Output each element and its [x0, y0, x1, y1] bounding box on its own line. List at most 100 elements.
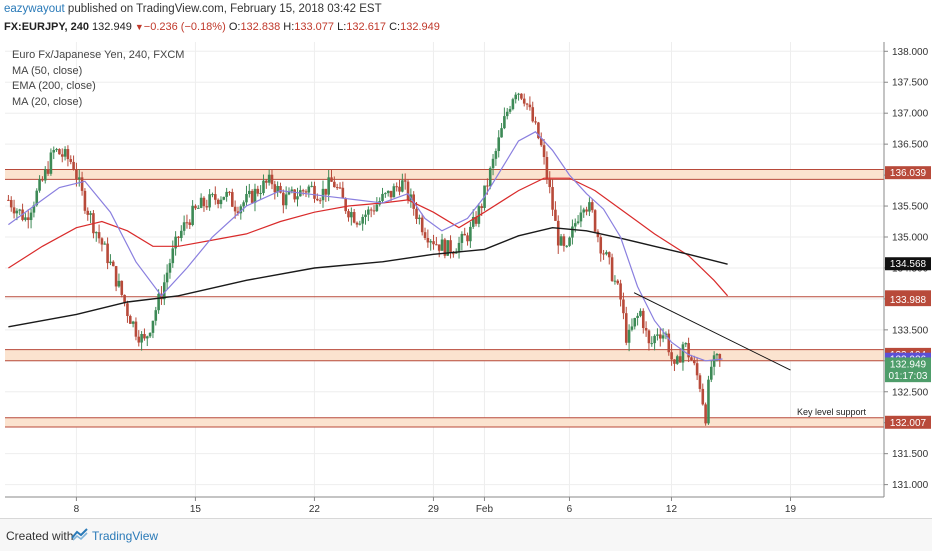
candle-body — [386, 190, 390, 194]
candle-body — [225, 191, 228, 197]
low-value: 132.617 — [346, 21, 387, 33]
candle-body — [707, 379, 710, 424]
candle-body — [494, 150, 498, 159]
candle-body — [420, 217, 424, 233]
candle-body — [7, 199, 10, 201]
candle-body — [554, 209, 557, 221]
candle-body — [610, 257, 614, 281]
candle-body — [265, 180, 268, 183]
candle-body — [123, 294, 126, 304]
candle-body — [579, 212, 583, 222]
candle-body — [573, 223, 577, 227]
candle-body — [24, 217, 27, 220]
candle-body — [168, 263, 172, 273]
candle-body — [148, 332, 152, 337]
legend-ma20[interactable]: MA (20, close) — [12, 95, 83, 108]
candle-body — [548, 178, 552, 188]
candle-body — [687, 343, 690, 358]
candle-body — [46, 169, 50, 174]
price-tick-label: 135.500 — [892, 202, 929, 213]
candle-body — [704, 404, 707, 424]
candle-body — [52, 149, 56, 153]
candle-body — [202, 197, 206, 207]
candle-body — [667, 333, 671, 353]
candle-body — [77, 177, 81, 180]
price-tick-label: 136.500 — [892, 140, 929, 151]
candle-body — [695, 363, 699, 376]
candle-body — [508, 109, 512, 112]
time-tick-label: 29 — [428, 504, 440, 515]
candle-body — [522, 98, 526, 104]
candle-body — [539, 138, 543, 146]
candle-body — [588, 202, 591, 212]
candle-body — [318, 200, 322, 202]
candle-body — [60, 154, 64, 157]
candle-body — [199, 197, 203, 208]
candle-body — [106, 243, 109, 264]
candle-body — [307, 186, 311, 193]
candle-body — [242, 202, 245, 207]
created-with-text: Created with — [6, 529, 74, 543]
candle-body — [174, 236, 177, 249]
candle-body — [41, 179, 44, 181]
time-tick-label: Feb — [476, 504, 494, 515]
candle-body — [701, 388, 705, 405]
candle-body — [282, 192, 285, 206]
candle-body — [279, 185, 282, 193]
candle-body — [109, 261, 112, 264]
candle-body — [486, 185, 489, 187]
plot-area[interactable] — [5, 42, 884, 497]
candle-body — [171, 248, 175, 264]
price-tick-label: 135.000 — [892, 233, 929, 244]
candle-body — [630, 326, 634, 330]
tradingview-link[interactable]: TradingView — [92, 529, 159, 543]
price-tag-label: 132.949 — [890, 359, 927, 370]
author-link[interactable]: eazywayout — [4, 3, 65, 15]
legend-ma50[interactable]: MA (50, close) — [12, 64, 83, 77]
candle-body — [525, 103, 529, 105]
candle-body — [352, 212, 356, 223]
candle-body — [310, 185, 313, 187]
time-tick-label: 8 — [74, 504, 80, 515]
candle-body — [86, 210, 90, 215]
candle-body — [179, 230, 183, 238]
candle-body — [143, 334, 146, 339]
candle-body — [367, 209, 370, 215]
candle-body — [401, 180, 404, 192]
candle-body — [452, 253, 455, 255]
candle-body — [381, 193, 384, 202]
legend-title: Euro Fx/Japanese Yen, 240, FXCM — [12, 49, 185, 61]
price-tag — [885, 415, 931, 429]
candle-body — [120, 280, 124, 295]
price-chart[interactable]: 131.000131.500132.000132.500133.000133.5… — [0, 0, 932, 518]
candle-body — [534, 121, 537, 123]
candle-body — [9, 200, 13, 208]
candle-body — [471, 216, 475, 227]
zone-band — [5, 417, 884, 428]
candle-body — [641, 310, 645, 328]
ema200-line — [8, 226, 728, 328]
price-tag-label: 133.988 — [890, 295, 927, 306]
candle-body — [287, 191, 291, 195]
candle-body — [350, 212, 353, 218]
candle-body — [653, 335, 656, 344]
candle-body — [194, 205, 197, 209]
tradingview-logo-icon[interactable] — [71, 527, 89, 541]
candle-body — [474, 216, 478, 224]
price-tag — [885, 257, 931, 271]
candle-body — [675, 356, 679, 364]
legend-ema200[interactable]: EMA (200, close) — [12, 80, 96, 92]
candle-body — [273, 184, 277, 193]
candle-body — [43, 169, 47, 181]
candle-body — [216, 199, 220, 205]
candle-body — [236, 211, 240, 214]
candle-body — [205, 206, 209, 208]
candle-body — [80, 177, 84, 191]
candle-body — [208, 194, 211, 208]
candle-body — [562, 236, 566, 246]
candle-body — [718, 353, 722, 360]
candle-body — [126, 303, 129, 317]
trendline — [633, 292, 791, 371]
symbol-label: FX:EURJPY, 240 — [4, 21, 89, 33]
candle-body — [66, 149, 70, 160]
